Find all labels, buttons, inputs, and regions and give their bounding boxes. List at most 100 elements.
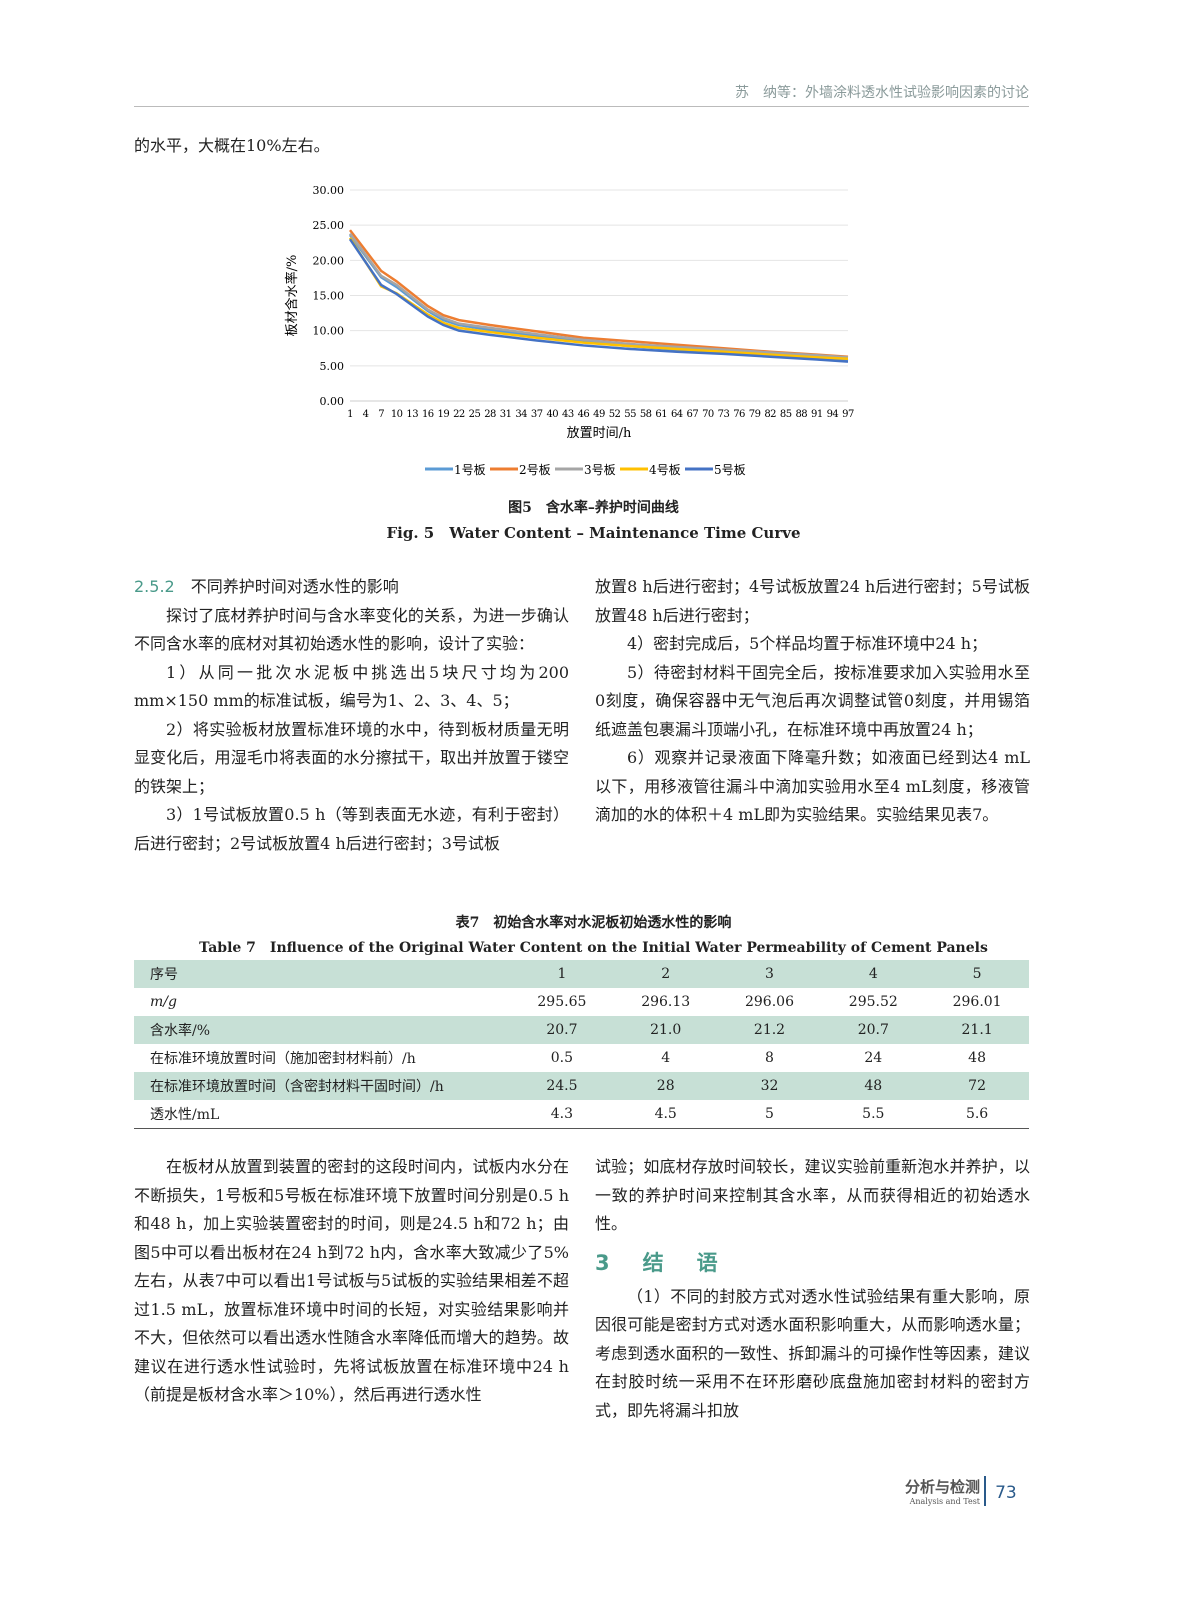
x-tick-label: 43 — [562, 409, 574, 420]
legend-label: 4号板 — [649, 463, 681, 477]
table-cell: 5.6 — [965, 1106, 989, 1122]
y-tick-label: 15.00 — [313, 290, 345, 303]
bottom-right-column: 试验；如底材存放时间较长，建议实验前重新泡水并养护，以一致的养护时间来控制其含水… — [595, 1153, 1030, 1425]
paragraph: 探讨了底材养护时间与含水率变化的关系，为进一步确认不同含水率的底材对其初始透水性… — [134, 605, 569, 654]
section-number: 2.5.2 — [134, 577, 175, 596]
y-tick-label: 25.00 — [313, 219, 345, 232]
table-cell: 28 — [656, 1078, 675, 1094]
journal-name-en: Analysis and Test — [909, 1497, 981, 1506]
x-tick-label: 19 — [438, 409, 450, 420]
x-tick-label: 52 — [609, 409, 621, 420]
page-number: 73 — [995, 1483, 1017, 1503]
legend-label: 3号板 — [584, 463, 616, 477]
x-tick-label: 34 — [515, 409, 527, 420]
bottom-left-column: 在板材从放置到装置的密封的这段时间内，试板内水分在不断损失，1号板和5号板在标准… — [134, 1153, 569, 1410]
x-tick-label: 85 — [780, 409, 792, 420]
x-tick-label: 76 — [733, 409, 745, 420]
x-tick-label: 97 — [842, 409, 854, 420]
figure-caption-en: Fig. 5 Water Content – Maintenance Time … — [386, 524, 801, 542]
section-heading: 3 结 语 — [595, 1250, 724, 1275]
table-cell: 296.13 — [641, 994, 691, 1010]
series-line-5 — [348, 238, 849, 363]
water-content-chart: 0.00 5.00 10.00 15.00 20.00 25.00 30.00 1 4 7 10 13… — [284, 184, 854, 477]
paragraph: 4）密封完成后，5个样品均置于标准环境中24 h； — [627, 634, 988, 653]
x-axis-label: 放置时间/h — [567, 426, 632, 441]
x-tick-label: 22 — [453, 409, 465, 420]
table-cell: 5 — [765, 1106, 774, 1122]
row-header: 序号 — [150, 967, 178, 983]
table-cell: 48 — [864, 1078, 883, 1094]
table-cell: 32 — [760, 1078, 779, 1094]
x-tick-label: 94 — [827, 409, 839, 420]
table-cell: 296.01 — [952, 994, 1002, 1010]
row-header: 透水性/mL — [150, 1107, 220, 1123]
table-cell: 24.5 — [546, 1078, 578, 1094]
paragraph: 1）从同一批次水泥板中挑选出5块尺寸均为200 mm×150 mm的标准试板，编… — [134, 662, 569, 711]
x-tick-label: 55 — [624, 409, 636, 420]
table-cell: 20.7 — [857, 1022, 889, 1038]
x-tick-label: 82 — [764, 409, 776, 420]
intro-line: 的水平，大概在10%左右。 — [134, 136, 330, 155]
table-cell: 24 — [864, 1050, 883, 1066]
paragraph: 5）待密封材料干固完全后，按标准要求加入实验用水至0刻度，确保容器中无气泡后再次… — [595, 662, 1030, 739]
legend-label: 2号板 — [519, 463, 551, 477]
table-cell: 5 — [972, 966, 982, 982]
journal-name: 分析与检测 — [905, 1478, 981, 1496]
x-tick-label: 25 — [469, 409, 481, 420]
x-tick-label: 49 — [593, 409, 605, 420]
legend-label: 5号板 — [714, 463, 746, 477]
table-cell: 1 — [557, 966, 567, 982]
table-row: 序号 1 2 3 4 5 — [134, 960, 1029, 988]
table-cell: 295.65 — [537, 994, 587, 1010]
table-row: 含水率/% 20.7 21.0 21.2 20.7 21.1 — [134, 1016, 1029, 1044]
table-cell: 4 — [868, 966, 878, 982]
x-tick-label: 10 — [391, 409, 403, 420]
paragraph: 3）1号试板放置0.5 h（等到表面无水迹，有利于密封）后进行密封；2号试板放置… — [134, 805, 569, 853]
x-tick-label: 40 — [546, 409, 558, 420]
table-caption-cn: 表7 初始含水率对水泥板初始透水性的影响 — [455, 915, 732, 931]
x-tick-label: 73 — [718, 409, 730, 420]
table-row: 在标准环境放置时间（含密封材料干固时间）/h 24.5 28 32 48 72 — [134, 1072, 1029, 1100]
paragraph: （1）不同的封胶方式对透水性试验结果有重大影响，原因很可能是密封方式对透水面积影… — [595, 1286, 1030, 1420]
table-cell: 295.52 — [848, 994, 898, 1010]
x-tick-label: 16 — [422, 409, 434, 420]
x-tick-label: 28 — [484, 409, 496, 420]
series-line-2 — [349, 229, 849, 358]
table-cell: 4.3 — [550, 1106, 574, 1122]
table-cell: 72 — [968, 1078, 986, 1094]
x-tick-label: 64 — [671, 409, 683, 420]
table-cell: 2 — [661, 966, 671, 982]
footer: 分析与检测 Analysis and Test 73 — [905, 1476, 1017, 1510]
table-cell: 3 — [765, 966, 774, 982]
x-tick-label: 13 — [406, 409, 418, 420]
series-line-3 — [348, 232, 849, 359]
x-tick-label: 88 — [795, 409, 807, 420]
x-tick-label: 67 — [687, 409, 699, 420]
y-tick-label: 5.00 — [320, 360, 345, 373]
right-column: 放置8 h后进行密封；4号试板放置24 h后进行密封；5号试板放置48 h后进行… — [595, 573, 1030, 830]
table-cell: 21.1 — [961, 1022, 993, 1038]
x-tick-label: 31 — [500, 409, 512, 420]
results-table: 序号 1 2 3 4 5 m/g 295.65 296.13 296.06 295.52 296.01… — [134, 960, 1029, 1129]
table-cell: 21.2 — [753, 1022, 786, 1038]
figure-caption-cn: 图5 含水率–养护时间曲线 — [508, 500, 679, 516]
row-header: m/g — [150, 994, 177, 1010]
table-cell: 5.5 — [862, 1106, 885, 1122]
table-cell: 8 — [765, 1050, 774, 1066]
table-row: m/g 295.65 296.13 296.06 295.52 296.01 — [134, 988, 1029, 1016]
table-cell: 296.06 — [744, 994, 794, 1010]
paragraph: 2）将实验板材放置标准环境的水中，待到板材质量无明显变化后，用湿毛巾将表面的水分… — [134, 719, 569, 796]
paragraph: 6）观察并记录液面下降毫升数；如液面已经到达4 mL以下，用移液管往漏斗中滴加实… — [595, 748, 1030, 824]
y-tick-label: 20.00 — [313, 254, 345, 267]
x-tick-label: 58 — [640, 409, 652, 420]
x-tick-label: 79 — [749, 409, 761, 420]
x-tick-label: 37 — [531, 409, 543, 420]
paragraph: 试验；如底材存放时间较长，建议实验前重新泡水并养护，以一致的养护时间来控制其含水… — [595, 1157, 1030, 1233]
table-cell: 20.7 — [546, 1022, 578, 1038]
table-cell: 48 — [968, 1050, 986, 1066]
row-header: 含水率/% — [150, 1023, 211, 1039]
legend-label: 1号板 — [454, 463, 486, 477]
row-header: 在标准环境放置时间（含密封材料干固时间）/h — [150, 1079, 444, 1095]
y-tick-label: 0.00 — [320, 395, 345, 408]
table-caption-en: Table 7 Influence of the Original Water … — [199, 940, 988, 956]
